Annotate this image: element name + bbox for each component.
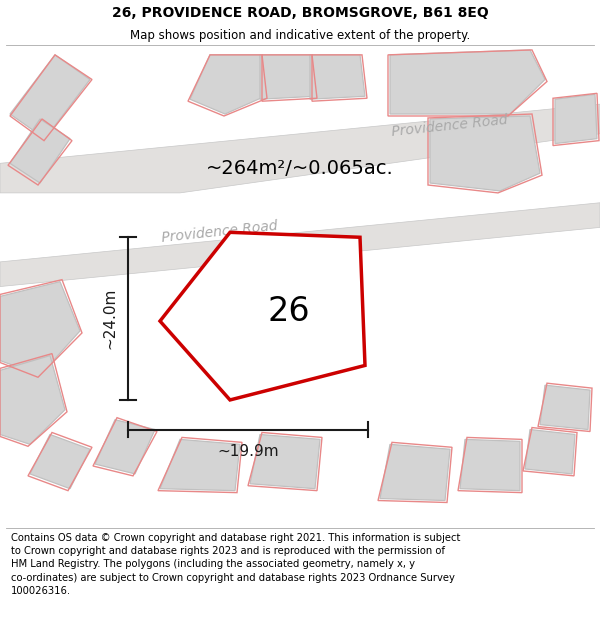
Text: Map shows position and indicative extent of the property.: Map shows position and indicative extent… — [130, 29, 470, 42]
Polygon shape — [160, 232, 365, 400]
Polygon shape — [0, 356, 65, 444]
Text: ~19.9m: ~19.9m — [217, 444, 279, 459]
Polygon shape — [460, 439, 520, 491]
Polygon shape — [30, 434, 90, 489]
Polygon shape — [10, 55, 90, 139]
Polygon shape — [250, 434, 320, 489]
Polygon shape — [390, 50, 545, 114]
Polygon shape — [540, 385, 590, 429]
Text: 26: 26 — [268, 295, 310, 328]
Polygon shape — [160, 439, 240, 491]
Text: Providence Road: Providence Road — [161, 219, 279, 246]
Polygon shape — [235, 247, 318, 331]
Polygon shape — [525, 429, 575, 474]
Polygon shape — [10, 119, 70, 183]
Text: ~264m²/~0.065ac.: ~264m²/~0.065ac. — [206, 159, 394, 177]
Text: Contains OS data © Crown copyright and database right 2021. This information is : Contains OS data © Crown copyright and d… — [11, 533, 460, 596]
Polygon shape — [190, 55, 265, 114]
Polygon shape — [310, 55, 365, 99]
Text: Providence Road: Providence Road — [391, 112, 509, 139]
Polygon shape — [555, 94, 597, 144]
Text: 26, PROVIDENCE ROAD, BROMSGROVE, B61 8EQ: 26, PROVIDENCE ROAD, BROMSGROVE, B61 8EQ — [112, 6, 488, 19]
Text: ~24.0m: ~24.0m — [103, 288, 118, 349]
Polygon shape — [0, 282, 80, 375]
Polygon shape — [0, 104, 600, 193]
Polygon shape — [430, 116, 540, 191]
Polygon shape — [380, 444, 450, 501]
Polygon shape — [95, 419, 155, 474]
Polygon shape — [0, 202, 600, 286]
Polygon shape — [260, 55, 315, 99]
